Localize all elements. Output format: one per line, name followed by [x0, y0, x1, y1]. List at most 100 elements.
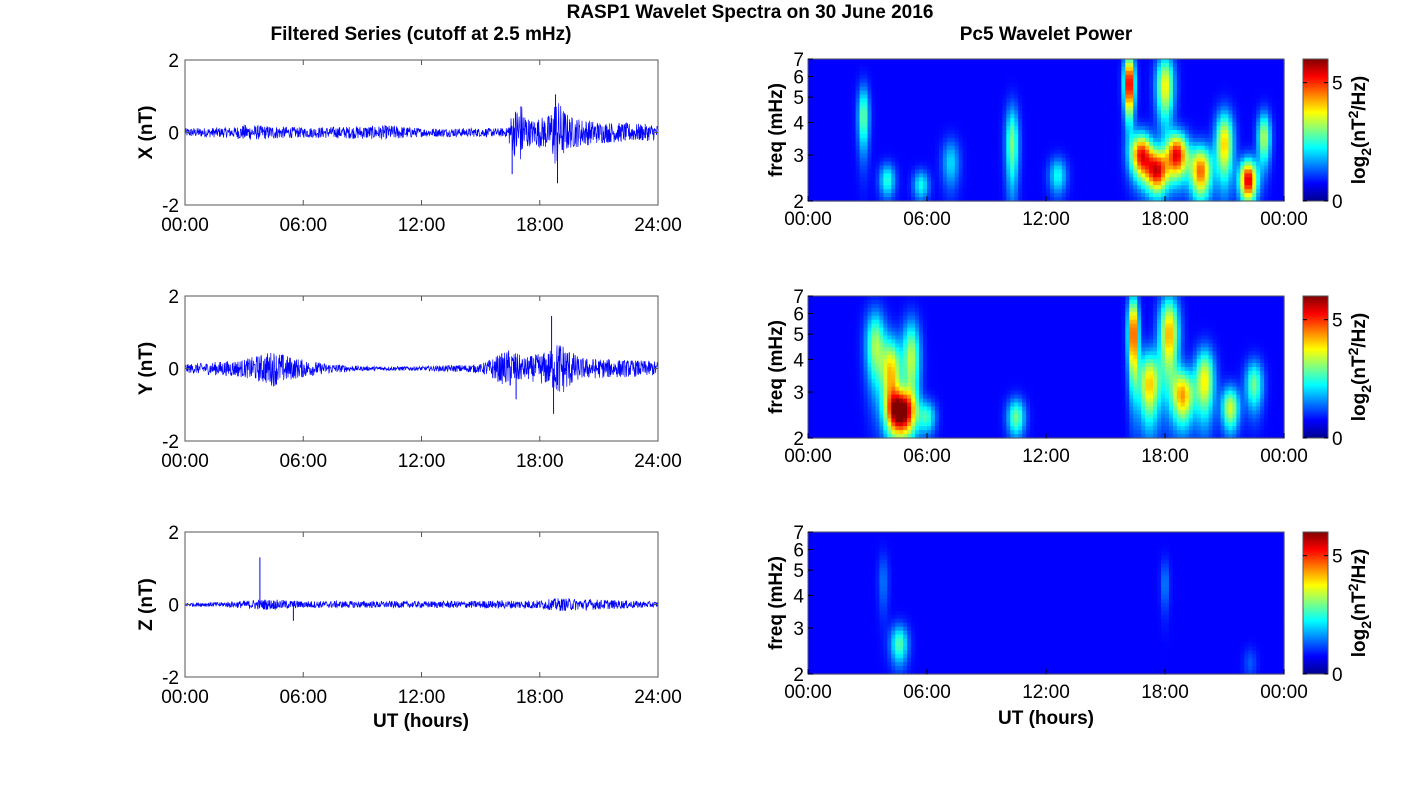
heatmap-cell: [887, 79, 892, 84]
heatmap-cell: [1161, 102, 1166, 107]
heatmap-cell: [1137, 91, 1142, 96]
heatmap-cell: [1177, 185, 1182, 190]
heatmap-cell: [875, 106, 880, 111]
heatmap-cell: [1133, 95, 1138, 100]
heatmap-cell: [1221, 71, 1226, 76]
heatmap-cell: [1236, 122, 1241, 127]
heatmap-cell: [1094, 162, 1099, 167]
heatmap-cell: [1149, 122, 1154, 127]
heatmap-cell: [915, 67, 920, 72]
heatmap-cell: [1074, 150, 1079, 155]
heatmap-cell: [1125, 150, 1130, 155]
heatmap-cell: [1137, 150, 1142, 155]
heatmap-cell: [824, 162, 829, 167]
heatmap-cell: [1082, 79, 1087, 84]
heatmap-cell: [1205, 106, 1210, 111]
heatmap-cell: [828, 335, 833, 340]
heatmap-cell: [875, 75, 880, 80]
heatmap-cell: [1058, 79, 1063, 84]
heatmap-cell: [1240, 79, 1245, 84]
heatmap-cell: [1276, 98, 1281, 103]
heatmap-cell: [1082, 102, 1087, 107]
heatmap-cell: [1248, 134, 1253, 139]
heatmap-cell: [1244, 122, 1249, 127]
heatmap-cell: [1173, 110, 1178, 115]
heatmap-cell: [1232, 98, 1237, 103]
heatmap-cell: [1046, 106, 1051, 111]
heatmap-cell: [816, 91, 821, 96]
y-tick-label: 5: [793, 88, 804, 109]
heatmap-cell: [959, 166, 964, 171]
heatmap-cell: [1225, 142, 1230, 147]
heatmap-cell: [1002, 150, 1007, 155]
heatmap-cell: [975, 87, 980, 92]
heatmap-cell: [994, 158, 999, 163]
heatmap-cell: [836, 102, 841, 107]
heatmap-cell: [1225, 95, 1230, 100]
heatmap-cell: [923, 75, 928, 80]
heatmap-cell: [1129, 169, 1134, 174]
heatmap-cell: [864, 399, 869, 404]
heatmap-cell: [879, 177, 884, 182]
heatmap-cell: [963, 114, 968, 119]
heatmap-cell: [832, 173, 837, 178]
heatmap-cell: [959, 67, 964, 72]
heatmap-cell: [1213, 166, 1218, 171]
heatmap-cell: [1066, 71, 1071, 76]
heatmap-cell: [1006, 158, 1011, 163]
heatmap-cell: [983, 118, 988, 123]
heatmap-cell: [979, 83, 984, 88]
heatmap-cell: [844, 410, 849, 415]
heatmap-cell: [951, 91, 956, 96]
heatmap-cell: [1125, 134, 1130, 139]
heatmap-cell: [939, 118, 944, 123]
heatmap-cell: [824, 316, 829, 321]
heatmap-cell: [1244, 162, 1249, 167]
heatmap-cell: [919, 75, 924, 80]
heatmap-cell: [1141, 142, 1146, 147]
heatmap-cell: [824, 126, 829, 131]
heatmap-cell: [1145, 177, 1150, 182]
heatmap-cell: [1173, 114, 1178, 119]
heatmap-cell: [856, 181, 861, 186]
y-tick-label: -2: [162, 196, 179, 217]
heatmap-cell: [1038, 87, 1043, 92]
heatmap-cell: [1185, 75, 1190, 80]
heatmap-cell: [1169, 126, 1174, 131]
heatmap-cell: [1189, 166, 1194, 171]
heatmap-cell: [1197, 130, 1202, 135]
heatmap-cell: [927, 138, 932, 143]
heatmap-cell: [911, 75, 916, 80]
heatmap-cell: [947, 189, 952, 194]
heatmap-cell: [852, 98, 857, 103]
heatmap-cell: [1058, 126, 1063, 131]
heatmap-cell: [832, 430, 837, 435]
heatmap-cell: [860, 193, 865, 198]
heatmap-cell: [947, 185, 952, 190]
heatmap-cell: [963, 150, 968, 155]
heatmap-cell: [931, 106, 936, 111]
heatmap-cell: [883, 98, 888, 103]
heatmap-cell: [1189, 118, 1194, 123]
heatmap-cell: [939, 177, 944, 182]
heatmap-cell: [1006, 110, 1011, 115]
heatmap-cell: [1145, 110, 1150, 115]
heatmap-cell: [1058, 173, 1063, 178]
heatmap-cell: [1244, 59, 1249, 64]
heatmap-cell: [1145, 126, 1150, 131]
heatmap-cell: [994, 114, 999, 119]
heatmap-cell: [879, 83, 884, 88]
heatmap-cell: [1002, 91, 1007, 96]
heatmap-cell: [1236, 181, 1241, 186]
heatmap-cell: [808, 130, 813, 135]
heatmap-cell: [1217, 71, 1222, 76]
heatmap-cell: [1149, 142, 1154, 147]
heatmap-cell: [1264, 138, 1269, 143]
heatmap-cell: [1193, 142, 1198, 147]
heatmap-cell: [816, 177, 821, 182]
heatmap-cell: [975, 110, 980, 115]
heatmap-cell: [947, 71, 952, 76]
heatmap-cell: [1205, 142, 1210, 147]
heatmap-cell: [1221, 114, 1226, 119]
heatmap-cell: [836, 118, 841, 123]
